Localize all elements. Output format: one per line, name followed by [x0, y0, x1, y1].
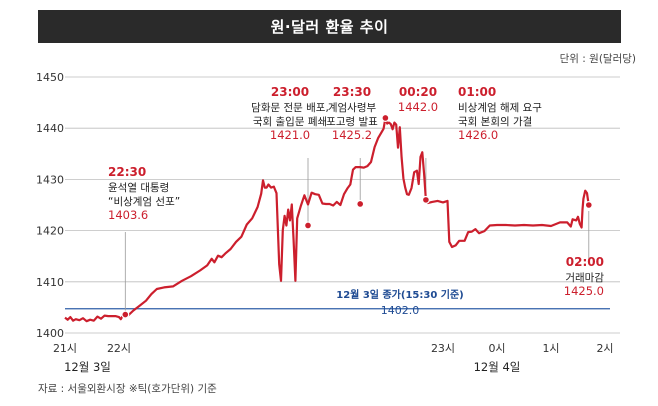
- annotation-text: 비상계엄 해제 요구: [458, 101, 542, 114]
- annotation-value: 1403.6: [108, 208, 148, 222]
- annotation-time: 00:20: [399, 85, 437, 99]
- annotation-text: “비상계엄 선포”: [108, 196, 180, 208]
- series-line: [64, 116, 590, 323]
- annotation-text: 거래마감: [565, 272, 604, 284]
- reference-value: 1402.0: [381, 304, 420, 317]
- event-marker: [121, 310, 130, 319]
- x-tick-label: 2시: [596, 342, 613, 355]
- x-tick-label: 1시: [542, 342, 559, 355]
- event-marker: [304, 221, 313, 230]
- annotation-text: 국회 본회의 가결: [458, 116, 532, 128]
- annotation-labels: 22:30 윤석열 대통령 “비상계엄 선포”1403.6 23:00 담화문 전문 배…: [108, 85, 604, 298]
- exchange-rate-line: [64, 116, 590, 323]
- annotation-text: 포고령 발표: [326, 116, 378, 128]
- source-note: 자료 : 서울외환시장 ※틱(호가단위) 기준: [38, 383, 217, 395]
- event-marker: [356, 199, 365, 208]
- annotation-text: 국회 출입문 폐쇄: [253, 115, 327, 128]
- annotation-value: 1425.2: [332, 128, 372, 142]
- annotation-time: 23:00: [271, 85, 309, 99]
- y-tick-label: 1410: [36, 276, 64, 289]
- event-marker: [381, 113, 390, 122]
- date-label: 12월 4일: [474, 360, 521, 374]
- date-label: 12월 3일: [64, 360, 111, 374]
- annotation-text: 계엄사령부: [328, 102, 377, 114]
- annotation-text: 윤석열 대통령: [108, 182, 169, 194]
- annotation-leaders: [124, 158, 590, 311]
- x-tick-label: 21시: [53, 342, 77, 355]
- annotation-time: 01:00: [458, 85, 496, 99]
- annotation-time: 02:00: [566, 255, 604, 269]
- annotation-value: 1442.0: [398, 100, 438, 114]
- unit-label: 단위 : 원(달러당): [559, 53, 636, 65]
- annotation-text: 담화문 전문 배포,: [251, 102, 329, 114]
- axes: 1400 1410 1420 1430 1440 1450 21시 22시 23시 0시 1시 2시 1…: [36, 71, 614, 374]
- grid: [65, 76, 620, 334]
- x-tick-label: 22시: [107, 342, 131, 355]
- y-tick-label: 1400: [36, 327, 64, 340]
- x-tick-label: 23시: [431, 342, 455, 355]
- x-tick-label: 0시: [488, 342, 505, 355]
- annotation-value: 1426.0: [458, 128, 498, 142]
- reference-line-group: 12월 3일 종가(15:30 기준) 1402.0: [65, 288, 610, 317]
- chart-title: 원·달러 환율 추이: [38, 10, 621, 43]
- y-tick-label: 1420: [36, 225, 64, 238]
- reference-label: 12월 3일 종가(15:30 기준): [336, 288, 464, 301]
- event-marker: [584, 201, 593, 210]
- y-tick-label: 1440: [36, 122, 64, 135]
- event-markers: [121, 113, 593, 319]
- annotation-time: 23:30: [333, 85, 371, 99]
- annotation-time: 22:30: [108, 165, 146, 179]
- event-marker: [421, 195, 430, 204]
- y-tick-label: 1450: [36, 71, 64, 84]
- annotation-value: 1425.0: [564, 284, 604, 298]
- annotation-value: 1421.0: [270, 128, 310, 142]
- y-tick-label: 1430: [36, 173, 64, 186]
